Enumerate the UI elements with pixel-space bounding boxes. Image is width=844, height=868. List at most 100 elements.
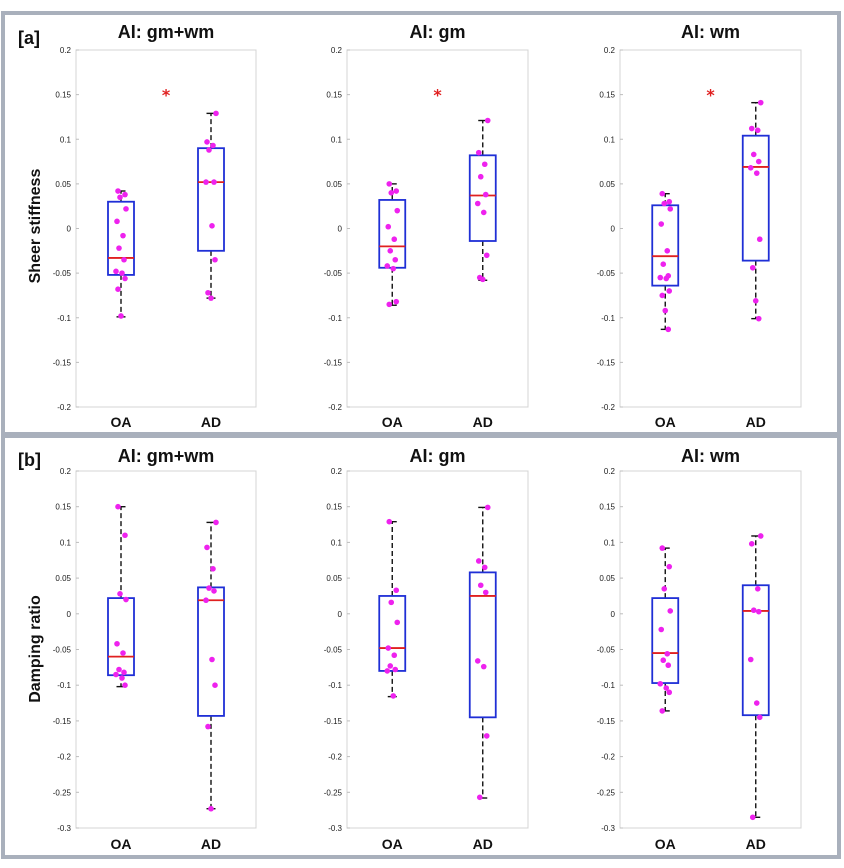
- data-point: [209, 223, 215, 229]
- data-point: [484, 117, 491, 124]
- data-point: [749, 814, 756, 821]
- data-point: [120, 650, 126, 656]
- data-point: [480, 663, 487, 670]
- y-tick-label: -0.15: [324, 358, 343, 367]
- data-point: [664, 248, 671, 254]
- data-point: [753, 170, 760, 176]
- y-tick-label: -0.25: [53, 788, 72, 797]
- y-tick-label: 0.15: [326, 91, 342, 100]
- data-point: [665, 662, 672, 669]
- data-point: [391, 652, 398, 659]
- box: [468, 154, 497, 242]
- chart-title: AI: wm: [681, 446, 740, 466]
- y-tick-label: 0.2: [604, 467, 616, 476]
- y-tick-label: 0.05: [326, 574, 342, 583]
- panel-a-frame: [1, 11, 841, 436]
- chart-4: 0.2 0.15 0.1 0.05 0 -0.05 -0.1 -0.15 -0.2 -0.25 -0…: [53, 446, 257, 852]
- y-tick-label: -0.1: [328, 681, 342, 690]
- significance-marker: *: [706, 86, 715, 105]
- chart-title: AI: gm: [410, 22, 466, 42]
- data-point: [663, 275, 670, 282]
- y-tick-label: -0.15: [53, 717, 72, 726]
- chart-title: AI: gm+wm: [118, 22, 215, 42]
- data-point: [393, 587, 400, 594]
- box: [107, 597, 135, 677]
- data-point: [115, 503, 121, 510]
- data-point: [384, 263, 391, 269]
- data-point: [213, 110, 219, 117]
- data-point: [208, 805, 214, 812]
- data-point: [663, 685, 670, 691]
- category-label: OA: [111, 414, 132, 430]
- data-point: [748, 541, 755, 547]
- box: [468, 571, 497, 719]
- data-point: [667, 206, 674, 212]
- y-tick-label: 0: [338, 225, 343, 234]
- data-point: [475, 558, 482, 564]
- chart-title: AI: wm: [681, 22, 740, 42]
- data-point: [211, 588, 217, 594]
- data-point: [755, 158, 762, 165]
- y-tick-label: 0.15: [599, 503, 615, 512]
- y-tick-label: -0.2: [328, 753, 342, 762]
- data-point: [752, 297, 759, 304]
- data-point: [122, 532, 128, 539]
- data-point: [209, 656, 215, 663]
- data-point: [394, 207, 401, 214]
- data-point: [482, 589, 489, 596]
- data-point: [747, 656, 754, 663]
- data-point: [658, 626, 665, 633]
- category-label: AD: [201, 836, 221, 852]
- data-point: [392, 666, 399, 673]
- y-tick-label: 0: [338, 610, 343, 619]
- data-point: [483, 733, 490, 739]
- data-point: [119, 270, 125, 276]
- chart-title: AI: gm: [410, 446, 466, 466]
- y-tick-label: -0.2: [57, 753, 71, 762]
- data-point: [481, 564, 488, 571]
- y-tick-label: -0.05: [597, 269, 616, 278]
- data-point: [388, 190, 395, 196]
- data-point: [386, 181, 393, 187]
- chart-3: 0.2 0.15 0.1 0.05 0 -0.05 -0.1 -0.15 -0.2 AI: wm O…: [597, 22, 802, 430]
- data-point: [386, 301, 393, 308]
- data-point: [757, 99, 764, 106]
- data-point: [384, 668, 391, 674]
- data-point: [661, 586, 668, 592]
- chart-2: 0.2 0.15 0.1 0.05 0 -0.05 -0.1 -0.15 -0.2 AI: gm O…: [324, 22, 529, 430]
- plots: 0.2 0.15 0.1 0.05 0 -0.05 -0.1 -0.15 -0.2 AI: gm+…: [53, 22, 802, 852]
- y-tick-label: 0: [67, 225, 72, 234]
- data-point: [660, 657, 667, 664]
- data-point: [113, 268, 119, 275]
- box: [741, 584, 770, 717]
- data-point: [660, 261, 667, 268]
- data-point: [750, 607, 757, 614]
- category-label: AD: [201, 414, 221, 430]
- data-point: [756, 236, 763, 243]
- data-point: [388, 599, 395, 606]
- data-point: [123, 206, 129, 212]
- data-point: [394, 619, 401, 626]
- data-point: [212, 256, 218, 263]
- data-point: [748, 125, 755, 132]
- data-point: [122, 191, 128, 198]
- y-tick-label: -0.15: [53, 358, 72, 367]
- data-point: [204, 544, 210, 551]
- panel-b-frame: [1, 434, 841, 859]
- data-point: [747, 165, 754, 171]
- data-point: [113, 671, 119, 678]
- y-tick-label: -0.1: [601, 314, 615, 323]
- category-label: AD: [473, 836, 493, 852]
- y-tick-label: -0.25: [324, 788, 343, 797]
- data-point: [474, 200, 481, 207]
- data-point: [387, 663, 394, 669]
- chart-5: 0.2 0.15 0.1 0.05 0 -0.05 -0.1 -0.15 -0.2 -0.25 -0…: [324, 446, 529, 852]
- y-tick-label: 0: [611, 225, 616, 234]
- data-point: [118, 313, 124, 319]
- data-point: [120, 232, 126, 239]
- y-tick-label: -0.1: [57, 681, 71, 690]
- y-tick-label: 0.2: [60, 467, 72, 476]
- y-tick-label: -0.3: [328, 824, 342, 833]
- data-point: [474, 658, 481, 664]
- y-tick-label: -0.2: [601, 403, 615, 412]
